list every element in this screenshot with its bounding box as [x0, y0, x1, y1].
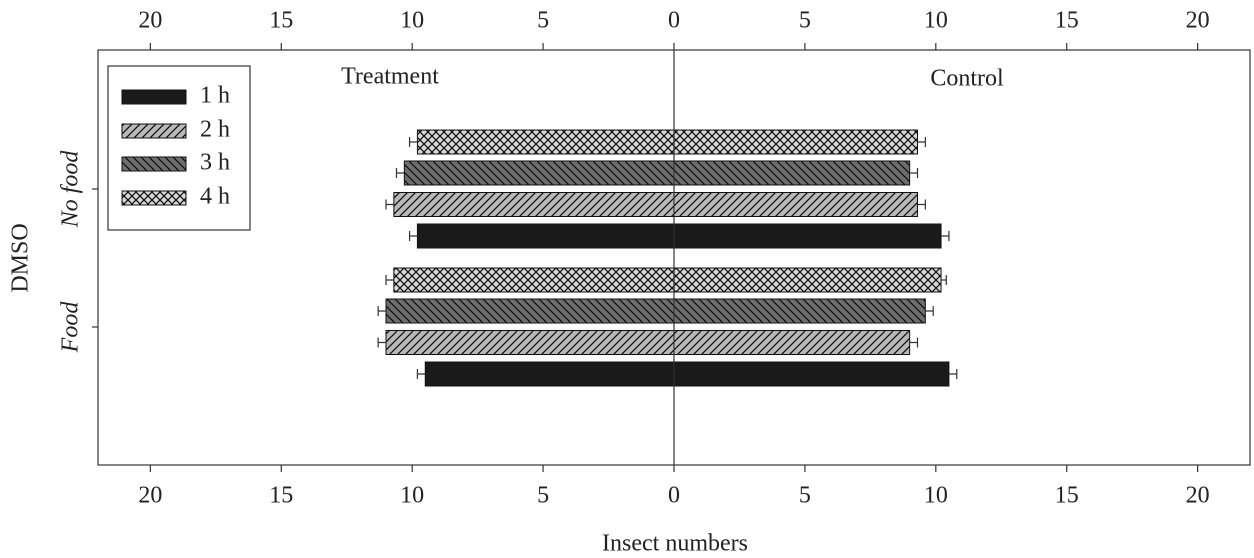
treatment-bar	[385, 330, 675, 355]
right-label: Control	[930, 66, 1004, 92]
y-axis-label: DMSO	[8, 223, 34, 292]
legend-swatch	[121, 190, 187, 206]
control-bar	[673, 129, 918, 155]
error-bar	[416, 369, 426, 379]
control-bar	[673, 192, 918, 217]
x-tick-label-top: 5	[799, 8, 811, 34]
x-tick-label: 15	[269, 483, 293, 509]
treatment-bar	[416, 129, 675, 155]
x-axis-label: Insect numbers	[602, 531, 748, 557]
x-tick-label: 10	[400, 483, 424, 509]
category-label: Food	[58, 301, 84, 354]
error-bar	[909, 168, 919, 178]
x-tick-label-top: 10	[924, 8, 948, 34]
x-tick-label-top: 0	[668, 8, 680, 34]
control-bar	[673, 298, 926, 324]
legend-label: 4 h	[200, 184, 230, 210]
x-tick-label-top: 20	[1186, 8, 1210, 34]
error-bar	[909, 337, 919, 348]
x-tick-label: 0	[668, 483, 680, 509]
legend-label: 3 h	[200, 150, 230, 176]
error-bar	[385, 275, 394, 285]
error-bar	[917, 137, 926, 147]
error-bar	[917, 199, 926, 210]
control-bar	[673, 223, 942, 249]
control-bar	[673, 267, 942, 293]
legend-swatch	[121, 156, 187, 172]
error-bar	[408, 137, 418, 147]
treatment-bar	[393, 267, 675, 293]
control-bar	[673, 330, 911, 355]
x-tick-label-top: 15	[1055, 8, 1079, 34]
legend-label: 2 h	[200, 117, 230, 143]
legend-label: 1 h	[200, 83, 230, 109]
error-bar	[941, 231, 950, 241]
error-bar	[395, 168, 405, 178]
legend-swatch	[121, 123, 187, 139]
x-tick-label-top: 20	[138, 8, 162, 34]
category-label: No food	[58, 150, 84, 229]
x-tick-label: 20	[138, 483, 162, 509]
error-bar	[941, 275, 947, 285]
error-bar	[925, 306, 934, 316]
error-bar	[385, 199, 394, 210]
x-tick-label: 15	[1055, 483, 1079, 509]
control-bar	[673, 160, 911, 186]
x-tick-label: 20	[1186, 483, 1210, 509]
x-tick-label: 10	[924, 483, 948, 509]
treatment-bar	[393, 192, 675, 217]
legend-swatch	[121, 89, 187, 105]
error-bar	[377, 337, 386, 348]
treatment-bar	[403, 160, 675, 186]
error-bar	[377, 306, 386, 316]
left-label: Treatment	[341, 64, 439, 90]
x-tick-label-top: 10	[400, 8, 424, 34]
x-tick-label-top: 5	[537, 8, 549, 34]
error-bar	[948, 369, 958, 379]
treatment-bar	[416, 223, 675, 249]
x-tick-label: 5	[537, 483, 549, 509]
control-bar	[673, 361, 950, 387]
error-bar	[408, 231, 418, 241]
x-tick-label: 5	[799, 483, 811, 509]
treatment-bar	[385, 298, 675, 324]
treatment-bar	[424, 361, 675, 387]
x-tick-label-top: 15	[269, 8, 293, 34]
